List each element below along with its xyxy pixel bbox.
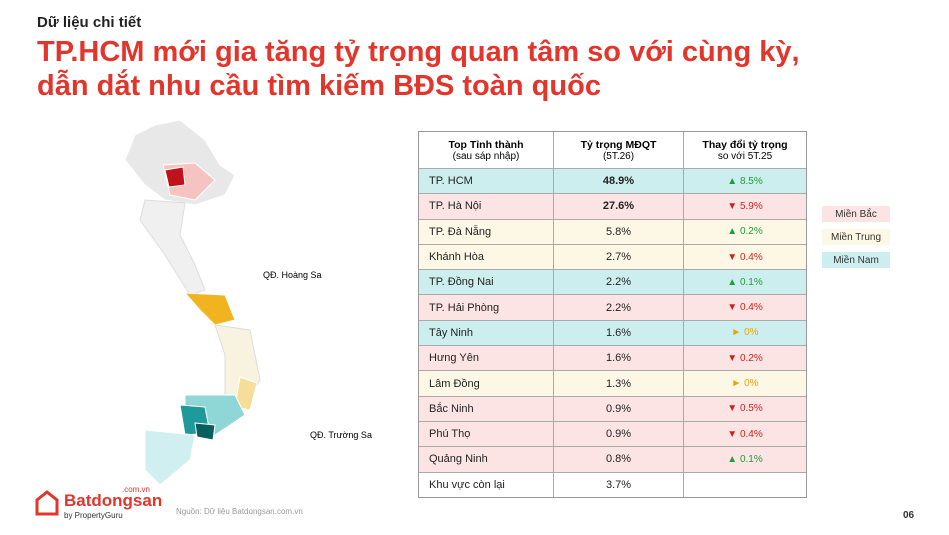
province-cell: TP. Hải Phòng	[419, 295, 554, 320]
change-cell: ▲ 0.2%	[727, 226, 763, 238]
header-cell: Top Tỉnh thành (sau sáp nhập)	[419, 132, 554, 168]
province-cell: Hưng Yên	[419, 346, 554, 371]
table-row: Khánh Hòa 2.7% ▼ 0.4%	[419, 243, 806, 270]
change-cell	[684, 473, 806, 497]
share-cell: 1.6%	[554, 320, 684, 346]
table-row: TP. Hà Nội 27.6% ▼ 5.9%	[419, 193, 806, 219]
change-cell: ▼ 5.9%	[727, 200, 763, 212]
share-cell: 0.8%	[554, 447, 684, 472]
title-line: TP.HCM mới gia tăng tỷ trọng quan tâm so…	[37, 36, 800, 68]
table: Top Tỉnh thành (sau sáp nhập) Tỷ trọng MĐQ…	[418, 131, 807, 498]
header-sub: (5T.26)	[602, 150, 635, 162]
share-cell: 1.6%	[554, 346, 684, 371]
province-cell: Lâm Đồng	[419, 371, 554, 396]
header-cell: Thay đổi tỷ trọng so với 5T.25	[684, 132, 806, 168]
share-cell: 48.9%	[554, 169, 684, 194]
table-row: Lâm Đồng 1.3% ► 0%	[419, 370, 806, 396]
map: QĐ. Hoàng Sa QĐ. Trường Sa	[124, 119, 372, 486]
change-cell: ► 0%	[731, 378, 759, 390]
table-row: TP. Hải Phòng 2.2% ▼ 0.4%	[419, 294, 806, 320]
province-cell: TP. Đà Nẵng	[419, 219, 554, 244]
header-sub: so với 5T.25	[717, 150, 773, 162]
legend-item: Miền Nam	[822, 252, 890, 268]
change-cell: ▲ 8.5%	[727, 175, 763, 187]
map-label: QĐ. Hoàng Sa	[263, 270, 322, 280]
share-cell: 3.7%	[554, 472, 684, 497]
header-title: Top Tỉnh thành	[448, 138, 524, 151]
change-cell: ▼ 0.4%	[727, 251, 763, 263]
header-sub: (sau sáp nhập)	[452, 150, 520, 162]
map-label: QĐ. Trường Sa	[310, 430, 372, 440]
change-cell: ▲ 0.1%	[727, 453, 763, 465]
table-row: Khu vực còn lại 3.7%	[419, 471, 806, 497]
table-row: TP. Đà Nẵng 5.8% ▲ 0.2%	[419, 218, 806, 244]
header-title: Thay đổi tỷ trọng	[702, 138, 788, 151]
change-cell: ► 0%	[731, 327, 759, 339]
province-cell: Bắc Ninh	[419, 396, 554, 421]
title-line: dẫn dắt nhu cầu tìm kiếm BĐS toàn quốc	[37, 70, 601, 102]
province-cell: TP. Hà Nội	[419, 194, 554, 219]
table-row: Bắc Ninh 0.9% ▼ 0.5%	[419, 395, 806, 421]
table-row: Quảng Ninh 0.8% ▲ 0.1%	[419, 446, 806, 472]
logo-domain: .com.vn	[122, 485, 151, 494]
change-cell: ▼ 0.2%	[727, 352, 763, 364]
share-cell: 0.9%	[554, 396, 684, 421]
province-cell: Tây Ninh	[419, 320, 554, 346]
share-cell: 27.6%	[554, 194, 684, 219]
header-cell: Tỷ trọng MĐQT (5T.26)	[554, 132, 684, 168]
table-row: Phú Thọ 0.9% ▼ 0.4%	[419, 420, 806, 447]
province-cell: TP. Đồng Nai	[419, 270, 554, 295]
share-cell: 2.2%	[554, 270, 684, 295]
page-number: 06	[903, 510, 915, 521]
source: Nguồn: Dữ liệu Batdongsan.com.vn	[176, 507, 303, 516]
table-header: Top Tỉnh thành (sau sáp nhập) Tỷ trọng MĐQ…	[419, 132, 806, 168]
share-cell: 0.9%	[554, 421, 684, 447]
share-cell: 1.3%	[554, 371, 684, 396]
table-row: Tây Ninh 1.6% ► 0%	[419, 319, 806, 346]
change-cell: ▲ 0.1%	[727, 276, 763, 288]
table-row: Hưng Yên 1.6% ▼ 0.2%	[419, 345, 806, 371]
province-cell: TP. HCM	[419, 169, 554, 194]
change-cell: ▼ 0.4%	[727, 428, 763, 440]
province-cell: Khánh Hòa	[419, 244, 554, 270]
legend-item: Miền Trung	[822, 229, 890, 245]
change-cell: ▼ 0.4%	[727, 302, 763, 314]
province-cell: Khu vực còn lại	[419, 472, 554, 497]
share-cell: 2.7%	[554, 244, 684, 270]
table-row: TP. HCM 48.9% ▲ 8.5%	[419, 168, 806, 194]
header-title: Tỷ trọng MĐQT	[580, 138, 657, 151]
province-cell: Phú Thọ	[419, 421, 554, 447]
logo-by: by PropertyGuru	[64, 511, 123, 520]
table-row: TP. Đồng Nai 2.2% ▲ 0.1%	[419, 269, 806, 295]
kicker: Dữ liệu chi tiết	[37, 14, 142, 31]
logo: Batdongsan	[64, 491, 163, 510]
province-cell: Quảng Ninh	[419, 447, 554, 472]
legend-item: Miền Bắc	[822, 206, 890, 222]
share-cell: 2.2%	[554, 295, 684, 320]
share-cell: 5.8%	[554, 219, 684, 244]
change-cell: ▼ 0.5%	[727, 403, 763, 415]
logo-icon	[35, 490, 59, 516]
